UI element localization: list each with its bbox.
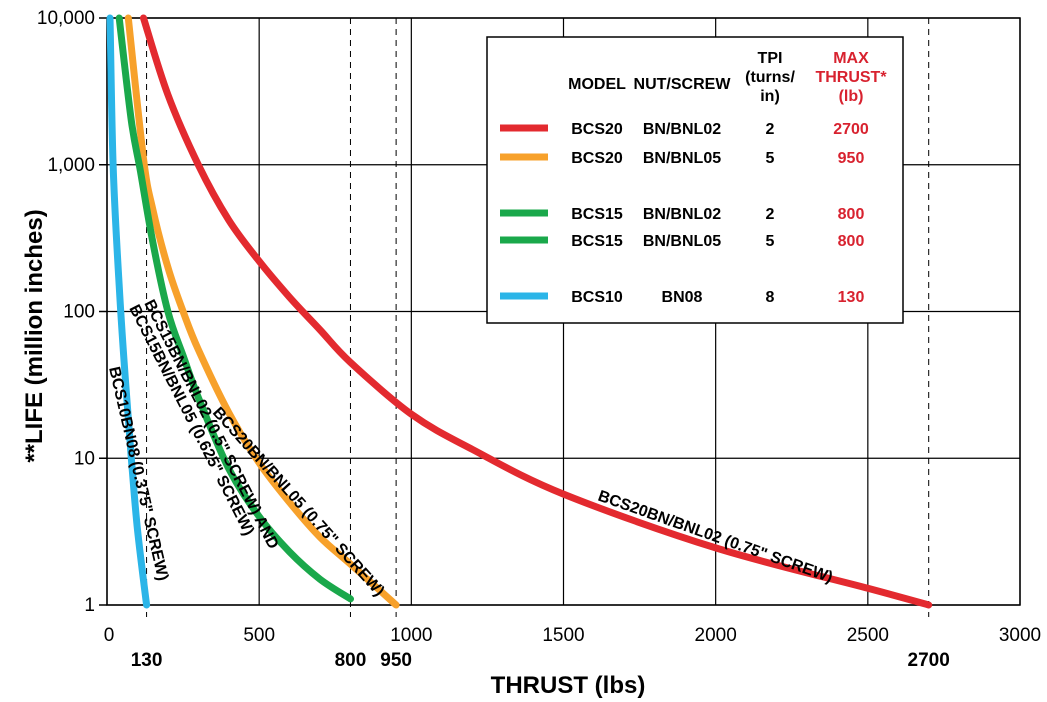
curve-label-bcs15-bnl02: BCS15BN/BNL02 (0.5" SCREW) AND xyxy=(140,297,281,552)
max-thrust-label: 800 xyxy=(335,650,367,671)
legend-tpi: 2 xyxy=(766,121,775,138)
curve-bcs10-bn08 xyxy=(106,14,151,609)
x-tick-label: 2000 xyxy=(695,625,737,646)
legend-header-nut: NUT/SCREW xyxy=(634,76,732,93)
x-tick-label: 3000 xyxy=(999,625,1041,646)
legend-header-model: MODEL xyxy=(568,76,626,93)
curve-bcs15 xyxy=(115,14,354,603)
legend-model: BCS15 xyxy=(571,233,623,250)
legend-row: BCS15 BN/BNL05 5 800 xyxy=(500,233,864,250)
legend-tpi: 5 xyxy=(766,150,775,167)
legend-nut: BN/BNL02 xyxy=(643,206,721,223)
x-tick-label: 0 xyxy=(104,625,115,646)
legend-header-tpi: TPI xyxy=(758,50,783,67)
x-tick-label: 2500 xyxy=(847,625,889,646)
legend-header-tpi-unit1: (turns/ xyxy=(745,69,795,86)
y-tick-label: 100 xyxy=(63,302,95,323)
max-thrust-label: 2700 xyxy=(908,650,950,671)
legend-header-tpi-unit2: in) xyxy=(760,88,780,105)
max-thrust-label: 130 xyxy=(131,650,163,671)
curve-bcs20-bnl02 xyxy=(140,14,933,609)
legend-model: BCS10 xyxy=(571,289,623,306)
legend-nut: BN/BNL02 xyxy=(643,121,721,138)
legend-max-thrust: 950 xyxy=(838,150,865,167)
legend-max-thrust: 2700 xyxy=(833,121,869,138)
legend-nut: BN08 xyxy=(662,289,703,306)
axis-titles: THRUST (lbs) **LIFE (million inches) xyxy=(21,209,645,699)
x-axis-title: THRUST (lbs) xyxy=(491,672,646,699)
y-tick-label: 1 xyxy=(84,595,95,616)
curve-bcs20-bnl05 xyxy=(124,14,400,609)
legend-model: BCS20 xyxy=(571,121,623,138)
legend-max-thrust: 800 xyxy=(838,206,865,223)
legend-row: BCS15 BN/BNL02 2 800 xyxy=(500,206,864,223)
y-tick-label: 10 xyxy=(74,448,95,469)
legend-model: BCS15 xyxy=(571,206,623,223)
legend-row: BCS20 BN/BNL05 5 950 xyxy=(500,150,864,167)
legend-nut: BN/BNL05 xyxy=(643,150,721,167)
legend: MODEL NUT/SCREW TPI (turns/ in) MAX THRU… xyxy=(486,36,904,324)
curves xyxy=(106,14,933,609)
y-tick-label: 1,000 xyxy=(47,155,95,176)
legend-model: BCS20 xyxy=(571,150,623,167)
legend-max-thrust: 130 xyxy=(838,289,865,306)
x-tick-label: 500 xyxy=(243,625,275,646)
legend-header-thrust: THRUST* xyxy=(815,69,887,86)
y-tick-label: 10,000 xyxy=(37,8,95,29)
x-tick-label: 1500 xyxy=(542,625,584,646)
legend-tpi: 8 xyxy=(766,289,775,306)
legend-row: BCS20 BN/BNL02 2 2700 xyxy=(500,121,869,138)
legend-max-thrust: 800 xyxy=(838,233,865,250)
legend-tpi: 5 xyxy=(766,233,775,250)
legend-row: BCS10 BN08 8 130 xyxy=(500,289,864,306)
legend-nut: BN/BNL05 xyxy=(643,233,721,250)
x-tick-label: 1000 xyxy=(390,625,432,646)
legend-header-max: MAX xyxy=(833,50,869,67)
legend-box xyxy=(486,36,904,324)
axis-ticks: 0 500 1000 1500 2000 2500 3000 1 10 100 1,000 10,00… xyxy=(37,8,1041,671)
max-thrust-label: 950 xyxy=(380,650,412,671)
y-axis-title: **LIFE (million inches) xyxy=(21,209,48,462)
legend-rows: BCS20 BN/BNL02 2 2700 BCS20 BN/BNL05 5 950 BCS15… xyxy=(500,121,869,306)
legend-header-unit: (lb) xyxy=(839,88,864,105)
legend-tpi: 2 xyxy=(766,206,775,223)
